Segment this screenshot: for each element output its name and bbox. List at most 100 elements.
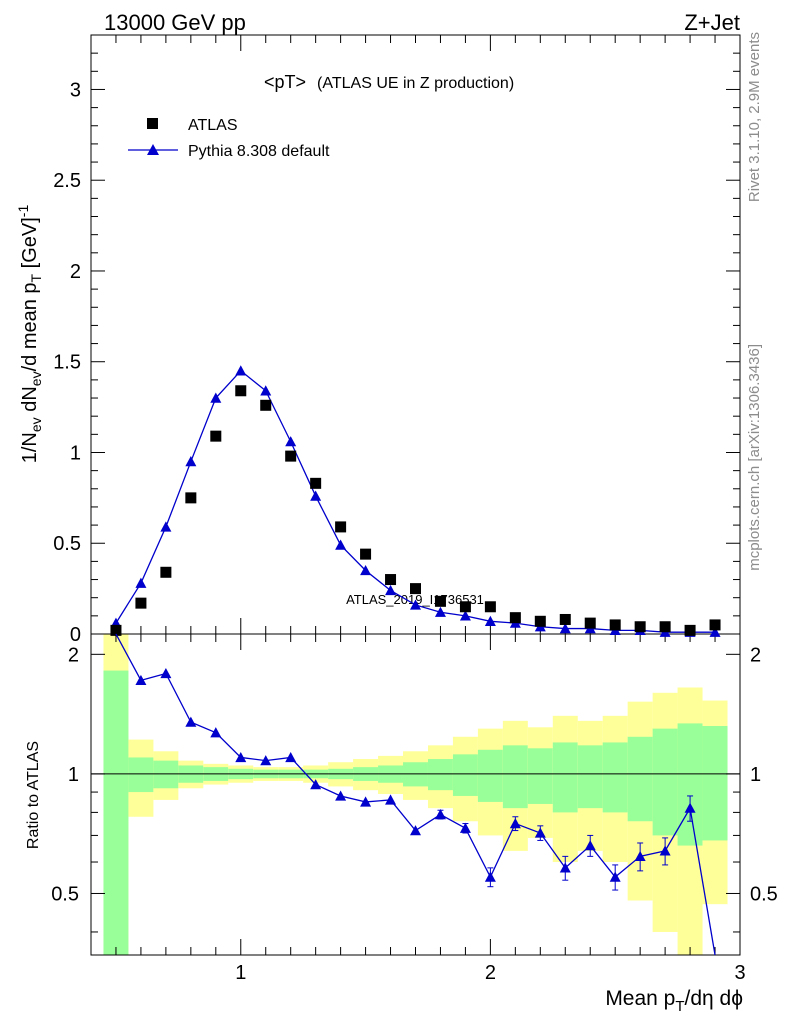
pythia-point <box>559 623 571 634</box>
ratio-point <box>434 809 446 820</box>
atlas-point <box>310 477 322 489</box>
pythia-point <box>459 610 471 621</box>
atlas-point <box>235 385 247 397</box>
band-inner <box>652 728 678 836</box>
pythia-point <box>434 606 446 617</box>
side-text-mcplots: mcplots.cern.ch [arXiv:1306.3436] <box>746 344 763 571</box>
ratio-point <box>335 790 347 801</box>
ratio-point <box>310 779 322 790</box>
ratio-y-axis-title: Ratio to ATLAS <box>25 741 42 849</box>
pythia-point <box>160 521 172 532</box>
ratio-point <box>584 840 596 851</box>
atlas-point <box>509 612 521 624</box>
ratio-point <box>459 822 471 833</box>
uncertainty-bands <box>103 634 728 955</box>
atlas-point <box>484 601 496 613</box>
main-y-axis-title: 1/Nev dNev/d mean pT [GeV]-1 <box>15 205 44 464</box>
ratio-point <box>684 802 696 813</box>
pythia-point <box>709 626 721 637</box>
main-y-tick-label: 3 <box>70 79 81 101</box>
atlas-point <box>434 595 446 607</box>
analysis-watermark: ATLAS_2019_I1736531 <box>346 592 484 607</box>
band-inner <box>677 723 703 846</box>
ratio-point <box>285 751 297 763</box>
band-inner <box>702 725 728 841</box>
pythia-point <box>135 577 147 588</box>
ratio-point <box>260 755 272 766</box>
ratio-point <box>559 862 571 873</box>
atlas-point <box>634 621 646 633</box>
atlas-point <box>410 583 421 595</box>
main-y-tick-label: 0 <box>70 624 81 646</box>
header-collision-label: 13000 GeV pp <box>104 10 246 35</box>
legend-label-pythia: Pythia 8.308 default <box>188 143 330 160</box>
atlas-point <box>335 521 347 533</box>
ratio-point <box>609 871 621 882</box>
ratio-point <box>235 751 247 763</box>
atlas-point <box>135 597 147 609</box>
ratio-y-tick-label-right: 2 <box>750 644 761 666</box>
band-inner <box>477 749 503 802</box>
pythia-point <box>385 584 397 596</box>
atlas-point <box>385 574 397 586</box>
axis-tick-labels: 0 0.5 1 1.5 2 2.5 3 1 2 3 0.5 0.5 1 1 2 2 <box>51 79 778 984</box>
ratio-point <box>659 845 671 856</box>
pythia-point <box>285 436 297 447</box>
band-inner <box>427 759 453 791</box>
band-inner <box>103 670 129 955</box>
ratio-point <box>484 871 496 882</box>
ratio-y-tick-label-right: 0.5 <box>750 883 778 905</box>
atlas-point <box>584 617 596 629</box>
band-inner <box>627 736 653 822</box>
band-inner <box>452 754 478 796</box>
ratio-point <box>210 727 222 738</box>
legend-marker-atlas <box>147 118 158 129</box>
legend-label-atlas: ATLAS <box>188 117 238 134</box>
atlas-point <box>684 624 696 636</box>
ratio-point <box>360 796 372 807</box>
atlas-point <box>260 399 272 411</box>
pythia-point <box>360 564 372 576</box>
band-inner <box>502 745 528 809</box>
atlas-point <box>459 601 471 613</box>
atlas-point <box>659 621 671 633</box>
ratio-point <box>135 674 147 686</box>
ratio-y-tick-label: 2 <box>68 644 79 666</box>
atlas-point <box>559 613 571 625</box>
atlas-point <box>210 430 222 442</box>
pythia-point <box>310 490 322 501</box>
band-inner <box>577 745 603 809</box>
plot-title-subtitle: (ATLAS UE in Z production) <box>317 75 514 92</box>
main-y-tick-label: 2.5 <box>53 170 81 192</box>
main-y-tick-label: 1.5 <box>53 352 81 374</box>
plot-title: <pT> (ATLAS UE in Z production) <box>264 72 514 92</box>
band-inner <box>552 742 578 813</box>
legend: ATLAS Pythia 8.308 default <box>128 117 330 160</box>
plot-title-main: <pT> <box>264 72 306 92</box>
main-y-tick-label: 2 <box>70 261 81 283</box>
pythia-point <box>484 615 496 626</box>
atlas-point <box>160 566 172 578</box>
ratio-plot-marks <box>91 633 740 956</box>
atlas-point <box>709 619 721 631</box>
band-inner <box>128 757 154 793</box>
band-inner <box>527 748 553 804</box>
pythia-point <box>260 385 272 396</box>
x-tick-label: 1 <box>235 962 246 984</box>
x-tick-label: 3 <box>734 962 745 984</box>
band-inner <box>602 742 628 813</box>
atlas-point <box>360 548 372 560</box>
ratio-y-tick-label: 1 <box>68 764 79 786</box>
header-process-label: Z+Jet <box>684 10 740 35</box>
pythia-point <box>210 392 222 403</box>
ratio-point <box>385 794 397 805</box>
ratio-y-tick-label-right: 1 <box>750 764 761 786</box>
atlas-point <box>185 492 197 504</box>
atlas-point <box>285 450 297 462</box>
x-axis-title: Mean pT/dη dϕ <box>605 987 743 1015</box>
ratio-y-tick-label: 0.5 <box>51 883 79 905</box>
ratio-point <box>534 827 546 838</box>
pythia-point <box>335 539 347 550</box>
pythia-point <box>410 599 421 610</box>
